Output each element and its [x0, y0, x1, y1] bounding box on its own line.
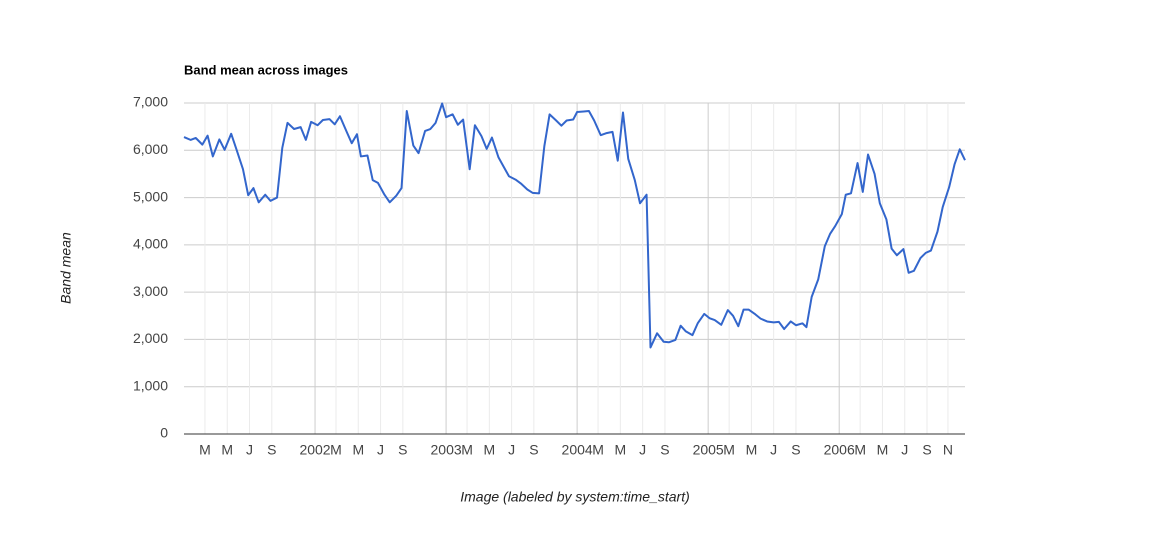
x-tick-label: M — [746, 442, 758, 458]
y-tick-label: 4,000 — [133, 236, 168, 252]
x-tick-label: J — [246, 442, 253, 458]
x-tick-label: S — [529, 442, 538, 458]
x-tick-label: J — [377, 442, 384, 458]
x-tick-label: M — [877, 442, 889, 458]
x-tick-label: M — [352, 442, 364, 458]
y-tick-label: 1,000 — [133, 377, 168, 393]
x-tick-label: 2003 — [431, 442, 462, 458]
data-line — [183, 102, 966, 349]
x-tick-label: 2005 — [693, 442, 724, 458]
y-tick-label: 2,000 — [133, 330, 168, 346]
x-tick-label: M — [854, 442, 866, 458]
x-tick-label: J — [508, 442, 515, 458]
x-tick-label: M — [723, 442, 735, 458]
y-tick-label: 5,000 — [133, 188, 168, 204]
grid — [184, 102, 965, 435]
y-tick-label: 6,000 — [133, 141, 168, 157]
x-tick-label: J — [639, 442, 646, 458]
x-tick-label: S — [267, 442, 276, 458]
x-tick-label: J — [901, 442, 908, 458]
x-tick-label: M — [461, 442, 473, 458]
x-axis-title: Image (labeled by system:time_start) — [460, 489, 690, 505]
x-tick-label: S — [660, 442, 669, 458]
x-tick-label: M — [592, 442, 604, 458]
x-tick-label: S — [922, 442, 931, 458]
y-tick-label: 7,000 — [133, 94, 168, 110]
chart-title: Band mean across images — [184, 62, 348, 77]
y-tick-label: 3,000 — [133, 283, 168, 299]
y-axis-title: Band mean — [58, 232, 74, 304]
x-tick-label: 2006 — [824, 442, 855, 458]
x-tick-label: S — [398, 442, 407, 458]
y-tick-label: 0 — [160, 425, 168, 441]
x-tick-label: S — [791, 442, 800, 458]
x-tick-label: M — [483, 442, 495, 458]
x-tick-label: M — [615, 442, 627, 458]
x-tick-label: N — [943, 442, 953, 458]
x-tick-label: 2002 — [299, 442, 330, 458]
x-tick-label: J — [770, 442, 777, 458]
x-tick-label: 2004 — [562, 442, 593, 458]
x-tick-label: M — [221, 442, 233, 458]
x-tick-label: M — [199, 442, 211, 458]
x-tick-label: M — [330, 442, 342, 458]
